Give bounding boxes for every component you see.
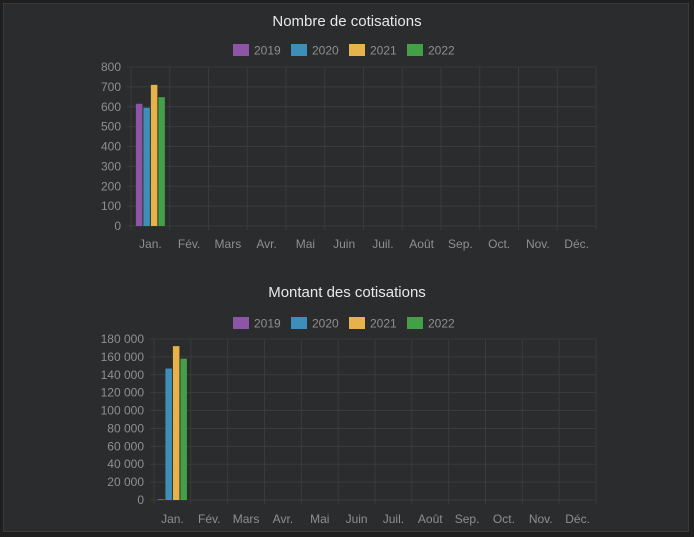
chart-nombre-cotisations: Nombre de cotisations 2019 2020 2021 2022 0 10… bbox=[101, 13, 597, 251]
legend-swatch-2021[interactable] bbox=[349, 44, 365, 56]
y-tick-label: 40 000 bbox=[107, 457, 144, 471]
x-tick-label: Août bbox=[418, 512, 443, 526]
chart-title: Nombre de cotisations bbox=[272, 13, 421, 30]
legend-swatch-2019[interactable] bbox=[233, 44, 249, 56]
charts-panel: Nombre de cotisations 2019 2020 2021 2022 0 10… bbox=[3, 3, 689, 532]
x-tick-label: Août bbox=[409, 237, 434, 251]
x-tick-label: Oct. bbox=[493, 512, 515, 526]
x-tick-label: Sep. bbox=[455, 512, 480, 526]
legend-swatch-2022[interactable] bbox=[407, 44, 423, 56]
legend-swatch-2020[interactable] bbox=[291, 317, 307, 329]
x-tick-label: Fév. bbox=[178, 237, 200, 251]
x-tick-label: Jan. bbox=[139, 237, 162, 251]
y-tick-label: 400 bbox=[101, 140, 121, 154]
bar-2021-Jan.[interactable] bbox=[150, 84, 158, 226]
y-tick-label: 140 000 bbox=[101, 368, 145, 382]
legend-label-2020[interactable]: 2020 bbox=[312, 317, 339, 331]
legend-label-2020[interactable]: 2020 bbox=[312, 44, 339, 58]
y-tick-label: 100 bbox=[101, 199, 121, 213]
x-tick-label: Jan. bbox=[161, 512, 184, 526]
bar-2021-Jan.[interactable] bbox=[172, 346, 180, 500]
y-tick-label: 500 bbox=[101, 120, 121, 134]
x-tick-label: Avr. bbox=[273, 512, 293, 526]
y-tick-label: 120 000 bbox=[101, 386, 145, 400]
legend-label-2022[interactable]: 2022 bbox=[428, 317, 455, 331]
x-tick-label: Déc. bbox=[564, 237, 589, 251]
y-tick-label: 300 bbox=[101, 159, 121, 173]
legend-label-2021[interactable]: 2021 bbox=[370, 317, 397, 331]
bar-2022-Jan.[interactable] bbox=[158, 97, 165, 227]
x-tick-label: Déc. bbox=[565, 512, 590, 526]
bar-2020-Jan.[interactable] bbox=[143, 107, 150, 226]
x-tick-label: Nov. bbox=[526, 237, 550, 251]
y-tick-label: 700 bbox=[101, 80, 121, 94]
x-tick-label: Mars bbox=[215, 237, 242, 251]
x-tick-label: Mai bbox=[310, 512, 329, 526]
x-tick-label: Mai bbox=[296, 237, 315, 251]
y-tick-label: 100 000 bbox=[101, 404, 145, 418]
x-tick-label: Juil. bbox=[372, 237, 393, 251]
y-tick-label: 0 bbox=[114, 219, 121, 233]
y-tick-label: 20 000 bbox=[107, 475, 144, 489]
y-tick-label: 0 bbox=[137, 493, 144, 507]
bar-2020-Jan.[interactable] bbox=[165, 368, 172, 500]
x-tick-label: Fév. bbox=[198, 512, 220, 526]
x-tick-label: Nov. bbox=[529, 512, 553, 526]
y-tick-label: 180 000 bbox=[101, 332, 145, 346]
y-tick-label: 200 bbox=[101, 179, 121, 193]
bar-2019-Jan.[interactable] bbox=[135, 103, 143, 226]
x-tick-label: Avr. bbox=[256, 237, 276, 251]
y-tick-label: 600 bbox=[101, 100, 121, 114]
legend-swatch-2021[interactable] bbox=[349, 317, 365, 329]
y-tick-label: 80 000 bbox=[107, 421, 144, 435]
legend-swatch-2020[interactable] bbox=[291, 44, 307, 56]
y-tick-label: 160 000 bbox=[101, 350, 145, 364]
legend-label-2019[interactable]: 2019 bbox=[254, 317, 281, 331]
x-tick-label: Juin bbox=[333, 237, 355, 251]
x-tick-label: Mars bbox=[233, 512, 260, 526]
y-tick-label: 800 bbox=[101, 60, 121, 74]
legend-swatch-2022[interactable] bbox=[407, 317, 423, 329]
bar-2019-Jan.[interactable] bbox=[157, 499, 165, 500]
bar-2022-Jan.[interactable] bbox=[180, 358, 187, 500]
legend-label-2019[interactable]: 2019 bbox=[254, 44, 281, 58]
chart-montant-cotisations: Montant des cotisations 2019 2020 2021 2022 0… bbox=[101, 284, 597, 526]
x-tick-label: Sep. bbox=[448, 237, 473, 251]
legend-swatch-2019[interactable] bbox=[233, 317, 249, 329]
x-tick-label: Juil. bbox=[383, 512, 404, 526]
y-tick-label: 60 000 bbox=[107, 439, 144, 453]
x-tick-label: Oct. bbox=[488, 237, 510, 251]
x-tick-label: Juin bbox=[346, 512, 368, 526]
chart-title: Montant des cotisations bbox=[268, 284, 426, 301]
legend-label-2022[interactable]: 2022 bbox=[428, 44, 455, 58]
legend-label-2021[interactable]: 2021 bbox=[370, 44, 397, 58]
